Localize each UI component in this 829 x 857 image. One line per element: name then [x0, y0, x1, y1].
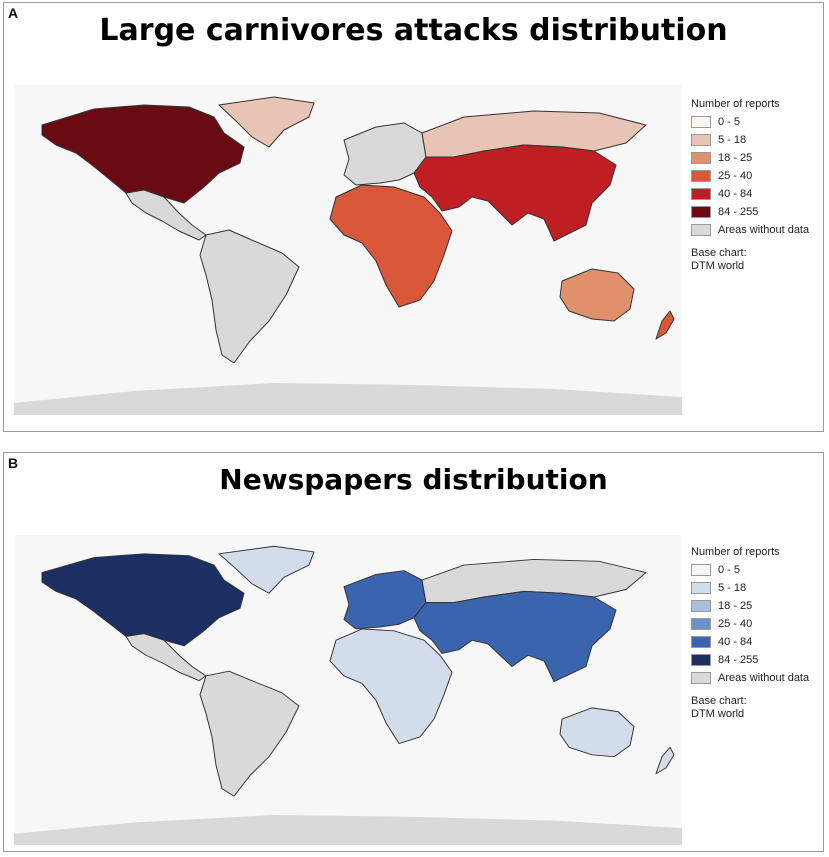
- region-greenland: [218, 545, 315, 594]
- legend-swatch: [691, 188, 711, 200]
- legend-label: 40 - 84: [718, 188, 753, 200]
- panel-title: Large carnivores attacks distribution: [99, 13, 728, 48]
- region-australia: [559, 268, 635, 322]
- map-legend: Number of reports 0 - 5 5 - 18 18 - 25 2…: [691, 546, 809, 721]
- map-svg: [14, 535, 682, 845]
- base-chart-note: Base chart: DTM world: [691, 247, 809, 273]
- legend-item: 5 - 18: [691, 579, 809, 597]
- legend-swatch: [691, 134, 711, 146]
- region-middle-east-south-east-asia: [413, 144, 617, 242]
- legend-label: 25 - 40: [718, 170, 753, 182]
- region-central-america: [125, 189, 207, 241]
- legend-swatch: [691, 206, 711, 218]
- legend-swatch: [691, 564, 711, 576]
- legend-item: 84 - 255: [691, 203, 809, 221]
- legend-item: 18 - 25: [691, 149, 809, 167]
- panel-title: Newspapers distribution: [219, 463, 608, 496]
- region-antarctica: [14, 383, 682, 415]
- base-chart-note: Base chart: DTM world: [691, 695, 809, 721]
- panel-a: A Large carnivores attacks distribution …: [3, 2, 824, 432]
- world-map: [14, 85, 682, 415]
- legend-label: 18 - 25: [718, 152, 753, 164]
- region-new-zealand: [655, 310, 675, 340]
- region-greenland: [218, 96, 315, 148]
- region-antarctica: [14, 814, 682, 845]
- panel-b: B Newspapers distribution Number of repo…: [3, 452, 824, 852]
- panel-letter: A: [8, 5, 19, 21]
- legend-label: 5 - 18: [718, 582, 747, 594]
- region-north-america: [41, 104, 245, 204]
- map-legend: Number of reports 0 - 5 5 - 18 18 - 25 2…: [691, 98, 809, 273]
- legend-label: 40 - 84: [718, 636, 753, 648]
- region-africa: [329, 184, 453, 308]
- legend-swatch: [691, 672, 711, 684]
- legend-label: Areas without data: [718, 672, 810, 684]
- legend-item: 40 - 84: [691, 185, 809, 203]
- base-chart-label: Base chart:: [691, 695, 747, 707]
- legend-swatch: [691, 224, 711, 236]
- world-map: [14, 535, 682, 845]
- region-australia: [559, 707, 635, 758]
- legend-swatch: [691, 654, 711, 666]
- legend-item: 25 - 40: [691, 615, 809, 633]
- legend-title: Number of reports: [691, 546, 780, 558]
- legend-label: Areas without data: [718, 224, 810, 236]
- legend-title: Number of reports: [691, 98, 780, 110]
- legend-swatch: [691, 170, 711, 182]
- legend-label: 84 - 255: [718, 654, 759, 666]
- legend-item: 0 - 5: [691, 561, 809, 579]
- legend-item: 0 - 5: [691, 113, 809, 131]
- region-south-america: [199, 670, 300, 797]
- legend-item: 18 - 25: [691, 597, 809, 615]
- legend-item: 5 - 18: [691, 131, 809, 149]
- legend-item: 25 - 40: [691, 167, 809, 185]
- legend-swatch: [691, 618, 711, 630]
- legend-item: 84 - 255: [691, 651, 809, 669]
- region-europe: [343, 122, 427, 186]
- legend-label: 0 - 5: [718, 564, 741, 576]
- region-north-america: [41, 553, 245, 647]
- legend-label: 84 - 255: [718, 206, 759, 218]
- legend-swatch: [691, 636, 711, 648]
- legend-label: 0 - 5: [718, 116, 741, 128]
- legend-item-no-data: Areas without data: [691, 669, 809, 687]
- legend-item-no-data: Areas without data: [691, 221, 809, 239]
- legend-swatch: [691, 582, 711, 594]
- legend-item: 40 - 84: [691, 633, 809, 651]
- region-south-america: [199, 229, 300, 364]
- region-new-zealand: [655, 746, 675, 775]
- legend-label: 18 - 25: [718, 600, 753, 612]
- region-central-america: [125, 633, 207, 682]
- region-africa: [329, 628, 453, 745]
- legend-label: 5 - 18: [718, 134, 747, 146]
- base-chart-value: DTM world: [691, 260, 745, 272]
- base-chart-label: Base chart:: [691, 247, 747, 259]
- panel-letter: B: [8, 455, 19, 471]
- map-svg: [14, 85, 682, 415]
- base-chart-value: DTM world: [691, 708, 745, 720]
- legend-swatch: [691, 116, 711, 128]
- legend-swatch: [691, 152, 711, 164]
- region-middle-east-south-east-asia: [413, 590, 617, 683]
- region-europe: [343, 570, 427, 630]
- legend-label: 25 - 40: [718, 618, 753, 630]
- legend-swatch: [691, 600, 711, 612]
